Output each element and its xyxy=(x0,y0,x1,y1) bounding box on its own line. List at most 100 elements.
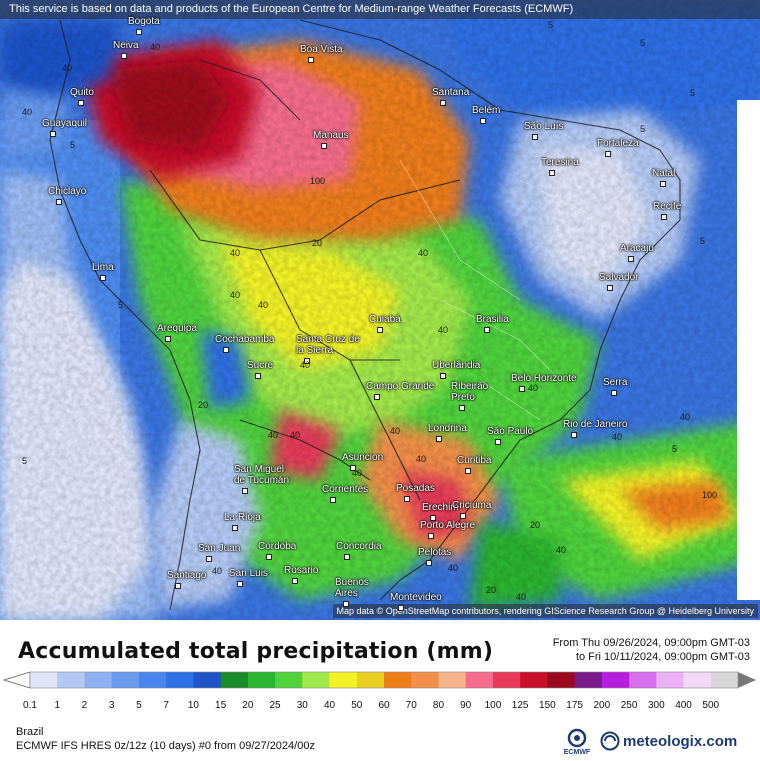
contour-value-label: 40 xyxy=(438,325,449,335)
city-marker-concordia xyxy=(344,554,350,560)
contour-value-label: 5 xyxy=(672,444,678,454)
city-marker-salvador xyxy=(607,285,613,291)
contour-value-label: 40 xyxy=(556,545,567,555)
city-marker-lima xyxy=(100,275,106,281)
scale-swatch xyxy=(601,672,630,688)
scale-tick-label: 30 xyxy=(296,700,308,711)
city-label-campo-grande: Campo Grande xyxy=(366,381,435,392)
city-marker-serra xyxy=(611,390,617,396)
city-marker-teresina xyxy=(549,170,555,176)
city-marker-sao-paulo xyxy=(495,439,501,445)
city-label-corrientes: Corrientes xyxy=(322,484,369,495)
contour-value-label: 5 xyxy=(700,236,706,246)
city-marker-natal xyxy=(660,181,666,187)
scale-tick-label: 20 xyxy=(242,700,254,711)
city-label-belo-horizonte: Belo Horizonte xyxy=(511,373,577,384)
city-label-cuiaba: Cuiabá xyxy=(369,314,401,325)
scale-tick-label: 10 xyxy=(187,700,199,711)
scale-tick-label: 500 xyxy=(702,700,720,711)
scale-swatch xyxy=(193,672,222,688)
contour-value-label: 40 xyxy=(290,430,301,440)
model-label: ECMWF IFS HRES 0z/12z (10 days) #0 from … xyxy=(16,740,315,752)
map-edge-blank xyxy=(737,100,760,600)
contour-value-label: 40 xyxy=(268,430,279,440)
city-marker-san-luis xyxy=(237,581,243,587)
city-marker-buenos-aires xyxy=(343,601,349,607)
contour-value-label: 40 xyxy=(258,300,269,310)
city-label-porto-alegre: Porto Alegre xyxy=(420,520,476,531)
scale-swatch xyxy=(629,672,657,688)
city-marker-arequipa xyxy=(165,336,171,342)
map-attribution[interactable]: Map data © OpenStreetMap contributors, r… xyxy=(332,604,758,618)
scale-swatch xyxy=(438,672,467,688)
scale-tick-label: 3 xyxy=(108,700,115,711)
city-label-cordoba: Córdoba xyxy=(258,541,297,552)
time-from: From Thu 09/26/2024, 09:00pm GMT-03 xyxy=(552,637,750,649)
city-marker-erechim xyxy=(430,515,436,521)
city-label-sucre: Sucre xyxy=(247,360,274,371)
city-label-teresina: Teresina xyxy=(541,157,579,168)
city-marker-cochabamba xyxy=(223,347,229,353)
contour-value-label: 40 xyxy=(516,592,527,602)
city-label-posadas: Posadas xyxy=(396,483,435,494)
contour-value-label: 40 xyxy=(680,412,691,422)
city-label-buenos-aires: Buenos Aires xyxy=(335,577,369,599)
scale-swatch xyxy=(492,672,521,688)
ecmwf-logo: ECMWF xyxy=(560,728,594,756)
city-label-bogota: Bogota xyxy=(128,16,160,27)
city-label-natal: Natal xyxy=(652,168,676,179)
city-marker-curitiba xyxy=(465,468,471,474)
city-marker-santa-cruz xyxy=(304,358,310,364)
contour-value-label: 40 xyxy=(418,248,429,258)
meteologix-logo[interactable]: meteologix.com xyxy=(600,730,737,752)
city-marker-rio-de-janeiro xyxy=(571,432,577,438)
scale-tick-label: 175 xyxy=(566,700,583,711)
region-label: Brazil xyxy=(16,726,44,738)
contour-value-label: 5 xyxy=(690,88,696,98)
city-marker-boa-vista xyxy=(308,57,314,63)
scale-tick-label: 0.1 xyxy=(23,700,37,711)
city-marker-porto-alegre xyxy=(428,533,434,539)
scale-tick-label: 125 xyxy=(511,700,529,711)
contour-value-label: 40 xyxy=(230,290,241,300)
color-scale-bar xyxy=(2,671,756,689)
city-label-aracaju: Aracaju xyxy=(620,243,654,254)
scale-arrow-left xyxy=(2,671,31,689)
contour-value-label: 40 xyxy=(352,468,363,478)
city-label-san-luis: San Luis xyxy=(229,568,268,579)
city-marker-cuiaba xyxy=(377,327,383,333)
city-label-chiclayo: Chiclayo xyxy=(48,186,87,197)
city-label-curitiba: Curitiba xyxy=(457,455,492,466)
contour-value-label: 5 xyxy=(640,124,646,134)
scale-swatch xyxy=(302,672,330,688)
city-label-san-miguel: San Miguel de Tucumán xyxy=(234,464,290,486)
scale-swatch xyxy=(220,672,249,688)
scale-tick-label: 400 xyxy=(675,700,692,711)
contour-value-label: 5 xyxy=(70,140,76,150)
scale-swatch xyxy=(710,672,739,688)
contour-value-label: 20 xyxy=(530,520,541,530)
scale-tick-label: 1 xyxy=(54,700,60,711)
contour-value-label: 40 xyxy=(22,107,33,117)
scale-swatch xyxy=(247,672,276,688)
scale-border xyxy=(29,671,739,689)
precipitation-map: This service is based on data and produc… xyxy=(0,0,760,620)
scale-arrow-right xyxy=(738,672,756,688)
scale-swatch xyxy=(520,672,548,688)
service-note: This service is based on data and produc… xyxy=(0,0,760,19)
city-label-erechim: Erechim xyxy=(422,502,459,513)
city-label-criciuma: Criciúma xyxy=(452,500,492,511)
city-marker-la-rioja xyxy=(232,525,238,531)
city-label-san-juan: San Juan xyxy=(198,543,241,554)
scale-swatch xyxy=(356,672,385,688)
contour-value-label: 5 xyxy=(22,456,28,466)
city-marker-bogota xyxy=(136,29,142,35)
city-marker-ribeirao-preto xyxy=(459,405,465,411)
city-label-santana: Santana xyxy=(432,87,470,98)
city-marker-criciuma xyxy=(460,513,466,519)
city-marker-campo-grande xyxy=(374,394,380,400)
city-label-montevideo: Montevideo xyxy=(390,592,442,603)
city-label-manaus: Manaus xyxy=(313,130,349,141)
scale-tick-label: 2 xyxy=(81,700,88,711)
scale-swatch xyxy=(84,672,113,688)
